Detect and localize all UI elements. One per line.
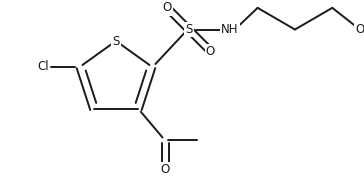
Text: S: S <box>112 35 120 48</box>
Text: O: O <box>206 45 215 58</box>
Text: Cl: Cl <box>37 61 49 74</box>
Text: O: O <box>355 23 364 36</box>
Text: NH: NH <box>221 23 239 36</box>
Text: S: S <box>185 23 193 36</box>
Text: O: O <box>163 1 172 14</box>
Text: O: O <box>161 163 170 176</box>
